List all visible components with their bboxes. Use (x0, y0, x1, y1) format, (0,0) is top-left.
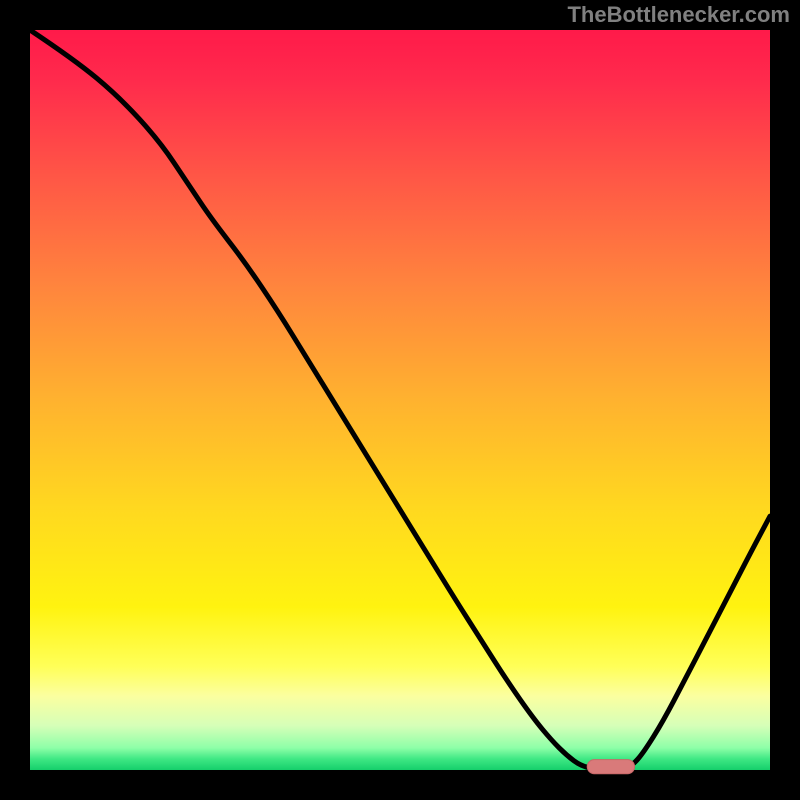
chart-gradient-background (30, 30, 770, 770)
optimal-marker (587, 760, 634, 774)
bottleneck-chart: TheBottlenecker.com (0, 0, 800, 800)
chart-svg (0, 0, 800, 800)
